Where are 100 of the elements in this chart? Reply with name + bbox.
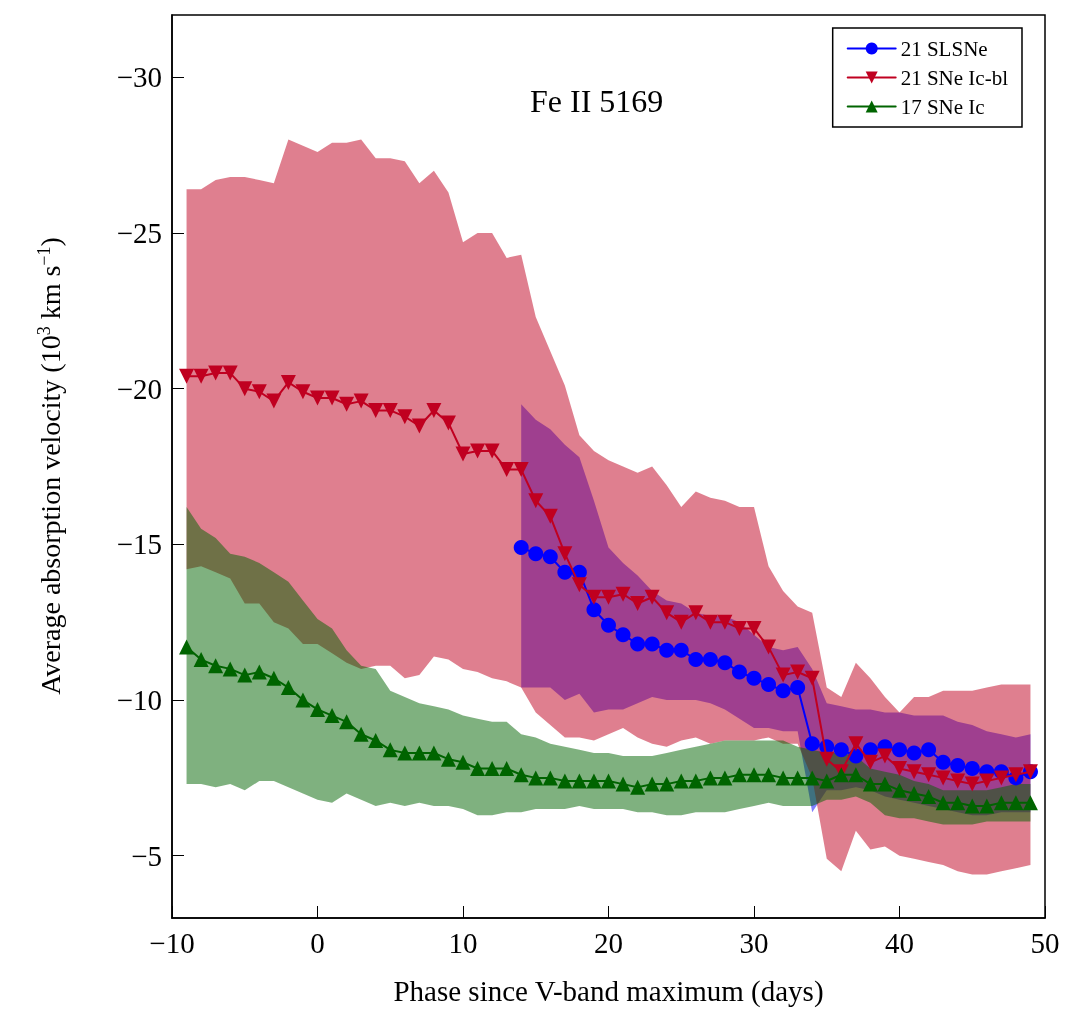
point [470, 443, 486, 459]
point [295, 384, 311, 400]
point [644, 776, 660, 792]
point [892, 782, 907, 798]
point [528, 493, 544, 509]
point [731, 767, 747, 783]
point [528, 770, 544, 786]
point [528, 546, 544, 562]
point [761, 676, 777, 692]
point [411, 418, 427, 434]
point [499, 761, 515, 777]
point [804, 670, 820, 686]
y-tick-label: −30 [116, 61, 162, 94]
point [411, 745, 427, 761]
point [484, 443, 500, 459]
point [353, 393, 369, 409]
point [368, 733, 384, 749]
point [513, 767, 529, 783]
point [542, 549, 558, 565]
point [950, 773, 966, 789]
point [775, 667, 791, 683]
point [179, 368, 195, 384]
y-tick-label: −10 [116, 684, 162, 717]
point [324, 390, 340, 406]
point [324, 708, 340, 724]
point [586, 773, 602, 789]
point [935, 795, 951, 811]
point [630, 779, 646, 795]
point [790, 664, 806, 680]
point [746, 620, 762, 636]
point [906, 745, 922, 761]
point [601, 589, 616, 605]
point [601, 617, 616, 633]
point [542, 508, 558, 524]
point [877, 748, 893, 764]
x-tick-label: 50 [1030, 926, 1060, 959]
point [586, 602, 602, 618]
point [673, 773, 689, 789]
y-tick-label: −5 [131, 839, 162, 872]
point [688, 605, 704, 621]
point [382, 742, 398, 758]
point [979, 773, 995, 789]
point [950, 795, 966, 811]
point [848, 736, 864, 752]
point [731, 664, 747, 680]
point [1022, 795, 1038, 811]
point [979, 798, 995, 814]
point [644, 636, 660, 652]
point [484, 761, 500, 777]
x-axis-title: Phase since V-band maximum (days) [393, 974, 824, 1008]
x-tick-label: 10 [448, 926, 478, 959]
point [557, 546, 573, 562]
point [964, 798, 980, 814]
point [877, 776, 893, 792]
legend-label: 21 SLSNe [900, 36, 988, 61]
point [833, 742, 849, 758]
point [266, 393, 282, 409]
point [193, 368, 209, 384]
x-tick-label: −10 [149, 926, 195, 959]
point [251, 664, 267, 680]
point [499, 462, 515, 478]
x-tick-label: 40 [885, 926, 914, 959]
point [280, 374, 296, 390]
point [571, 773, 587, 789]
point [455, 754, 471, 770]
point [586, 589, 602, 605]
point [964, 776, 980, 792]
point [848, 767, 864, 783]
point [746, 670, 762, 686]
point [717, 614, 733, 630]
legend-label: 17 SNe Ic [900, 94, 985, 119]
point [892, 761, 907, 777]
point [921, 767, 937, 783]
point [310, 701, 325, 717]
point [455, 446, 471, 462]
point [775, 770, 791, 786]
point [761, 639, 777, 655]
point [644, 589, 660, 605]
y-tick-label: −25 [116, 216, 162, 249]
point [280, 680, 296, 696]
point [775, 683, 791, 699]
point [557, 564, 573, 580]
point [804, 770, 820, 786]
x-tick-label: 20 [594, 926, 623, 959]
point [688, 773, 704, 789]
point [208, 658, 224, 674]
point [717, 770, 733, 786]
point [659, 605, 675, 621]
point [1008, 795, 1024, 811]
point [571, 577, 587, 593]
point [964, 761, 980, 777]
point [601, 773, 616, 789]
point [542, 770, 558, 786]
point [892, 742, 907, 758]
point [906, 764, 922, 780]
point [804, 736, 820, 752]
point [295, 692, 311, 708]
point [615, 776, 631, 792]
legend-label: 21 SNe Ic-bl [900, 65, 1009, 90]
point [819, 751, 835, 767]
